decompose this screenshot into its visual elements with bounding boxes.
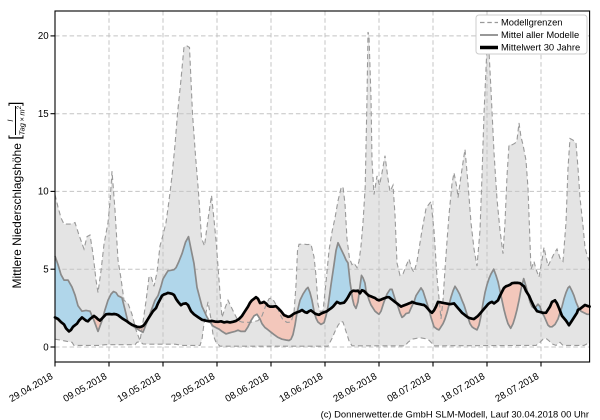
svg-text:15: 15 — [38, 109, 49, 120]
svg-text:(c) Donnerwetter.de GmbH SLM-M: (c) Donnerwetter.de GmbH SLM-Modell, Lau… — [321, 408, 589, 419]
svg-text:5: 5 — [43, 265, 48, 276]
svg-text:10: 10 — [38, 187, 49, 198]
svg-text:Mittelwert 30 Jahre: Mittelwert 30 Jahre — [501, 42, 580, 53]
svg-text:20: 20 — [38, 31, 49, 42]
svg-text:Mittel aller Modelle: Mittel aller Modelle — [501, 29, 579, 40]
svg-text:Modellgrenzen: Modellgrenzen — [501, 17, 563, 28]
svg-text:0: 0 — [43, 342, 49, 353]
